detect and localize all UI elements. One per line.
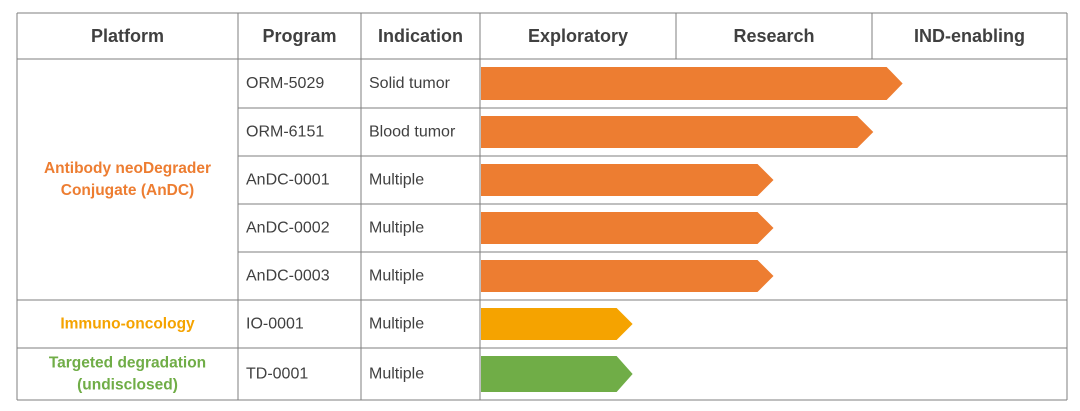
column-header-platform: Platform <box>91 26 164 46</box>
program-label: AnDC-0001 <box>246 172 330 189</box>
indication-label: Multiple <box>369 268 424 285</box>
platform-label: Conjugate (AnDC) <box>61 182 194 199</box>
progress-bar <box>481 212 774 244</box>
program-label: ORM-6151 <box>246 124 324 141</box>
program-label: AnDC-0002 <box>246 220 330 237</box>
program-label: AnDC-0003 <box>246 268 330 285</box>
indication-label: Multiple <box>369 316 424 333</box>
progress-bar <box>481 308 633 340</box>
platform-label: Immuno-oncology <box>60 316 195 333</box>
platform-label: Antibody neoDegrader <box>44 160 211 177</box>
indication-label: Blood tumor <box>369 124 456 141</box>
platform-label: (undisclosed) <box>77 377 178 394</box>
progress-bar <box>481 116 874 148</box>
progress-bar <box>481 260 774 292</box>
column-header-indication: Indication <box>378 26 463 46</box>
indication-label: Multiple <box>369 220 424 237</box>
platform-label: Targeted degradation <box>49 355 206 372</box>
column-header-exploratory: Exploratory <box>528 26 628 46</box>
program-label: ORM-5029 <box>246 75 324 92</box>
progress-bar <box>481 164 774 196</box>
column-header-research: Research <box>733 26 814 46</box>
progress-bar <box>481 356 633 392</box>
indication-label: Solid tumor <box>369 75 451 92</box>
progress-bar <box>481 67 903 100</box>
column-header-ind-enabling: IND-enabling <box>914 26 1025 46</box>
column-header-program: Program <box>262 26 336 46</box>
indication-label: Multiple <box>369 366 424 383</box>
program-label: TD-0001 <box>246 366 308 383</box>
program-label: IO-0001 <box>246 316 304 333</box>
indication-label: Multiple <box>369 172 424 189</box>
